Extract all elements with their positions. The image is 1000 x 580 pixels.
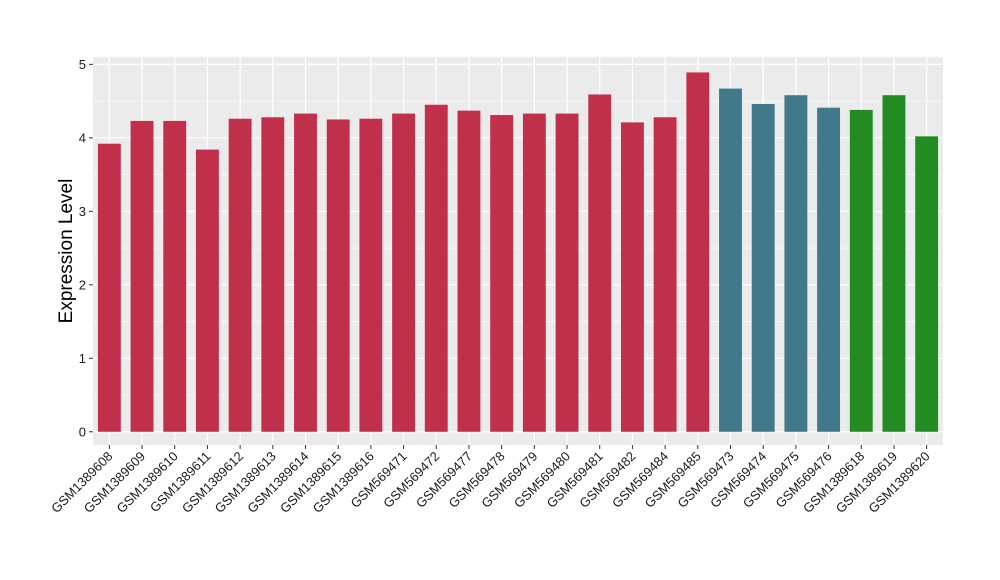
x-axis: GSM1389608GSM1389609GSM1389610GSM1389611… xyxy=(48,445,933,516)
bar-GSM1389614 xyxy=(294,113,317,432)
y-tick-label: 0 xyxy=(79,424,86,439)
y-tick-label: 1 xyxy=(79,351,86,366)
y-tick-label: 5 xyxy=(79,57,86,72)
bar-GSM569478 xyxy=(490,115,514,432)
bar-GSM1389609 xyxy=(130,120,154,432)
bar-GSM1389619 xyxy=(882,95,906,432)
bar-GSM569473 xyxy=(719,88,742,432)
bar-GSM1389616 xyxy=(359,118,383,432)
bar-GSM1389612 xyxy=(228,118,252,432)
bar-GSM569484 xyxy=(653,117,677,432)
bar-GSM569475 xyxy=(784,95,808,432)
y-axis: 0 1 2 3 4 5 xyxy=(79,57,93,439)
bar-GSM569479 xyxy=(522,113,546,432)
bar-GSM569476 xyxy=(817,107,841,432)
y-tick-label: 4 xyxy=(79,130,86,145)
bar-GSM1389613 xyxy=(261,117,285,432)
bar-GSM569480 xyxy=(555,113,579,432)
bar-GSM1389615 xyxy=(326,119,350,432)
bar-GSM569472 xyxy=(424,104,448,432)
y-tick-label: 2 xyxy=(79,277,86,292)
bar-GSM1389608 xyxy=(97,143,121,432)
plot-panel xyxy=(93,57,943,445)
bar-GSM569482 xyxy=(620,122,644,432)
bar-GSM1389618 xyxy=(849,109,873,432)
bar-GSM569477 xyxy=(457,110,481,432)
bar-GSM1389620 xyxy=(915,136,939,432)
bar-GSM569481 xyxy=(588,94,612,432)
y-axis-title: Expression Level xyxy=(56,179,77,324)
bar-GSM569474 xyxy=(751,104,775,432)
bar-GSM569485 xyxy=(686,72,710,432)
bars xyxy=(97,72,939,432)
bar-GSM1389610 xyxy=(163,120,187,432)
bar-GSM569471 xyxy=(392,113,416,432)
y-tick-label: 3 xyxy=(79,204,86,219)
bar-GSM1389611 xyxy=(195,149,219,432)
